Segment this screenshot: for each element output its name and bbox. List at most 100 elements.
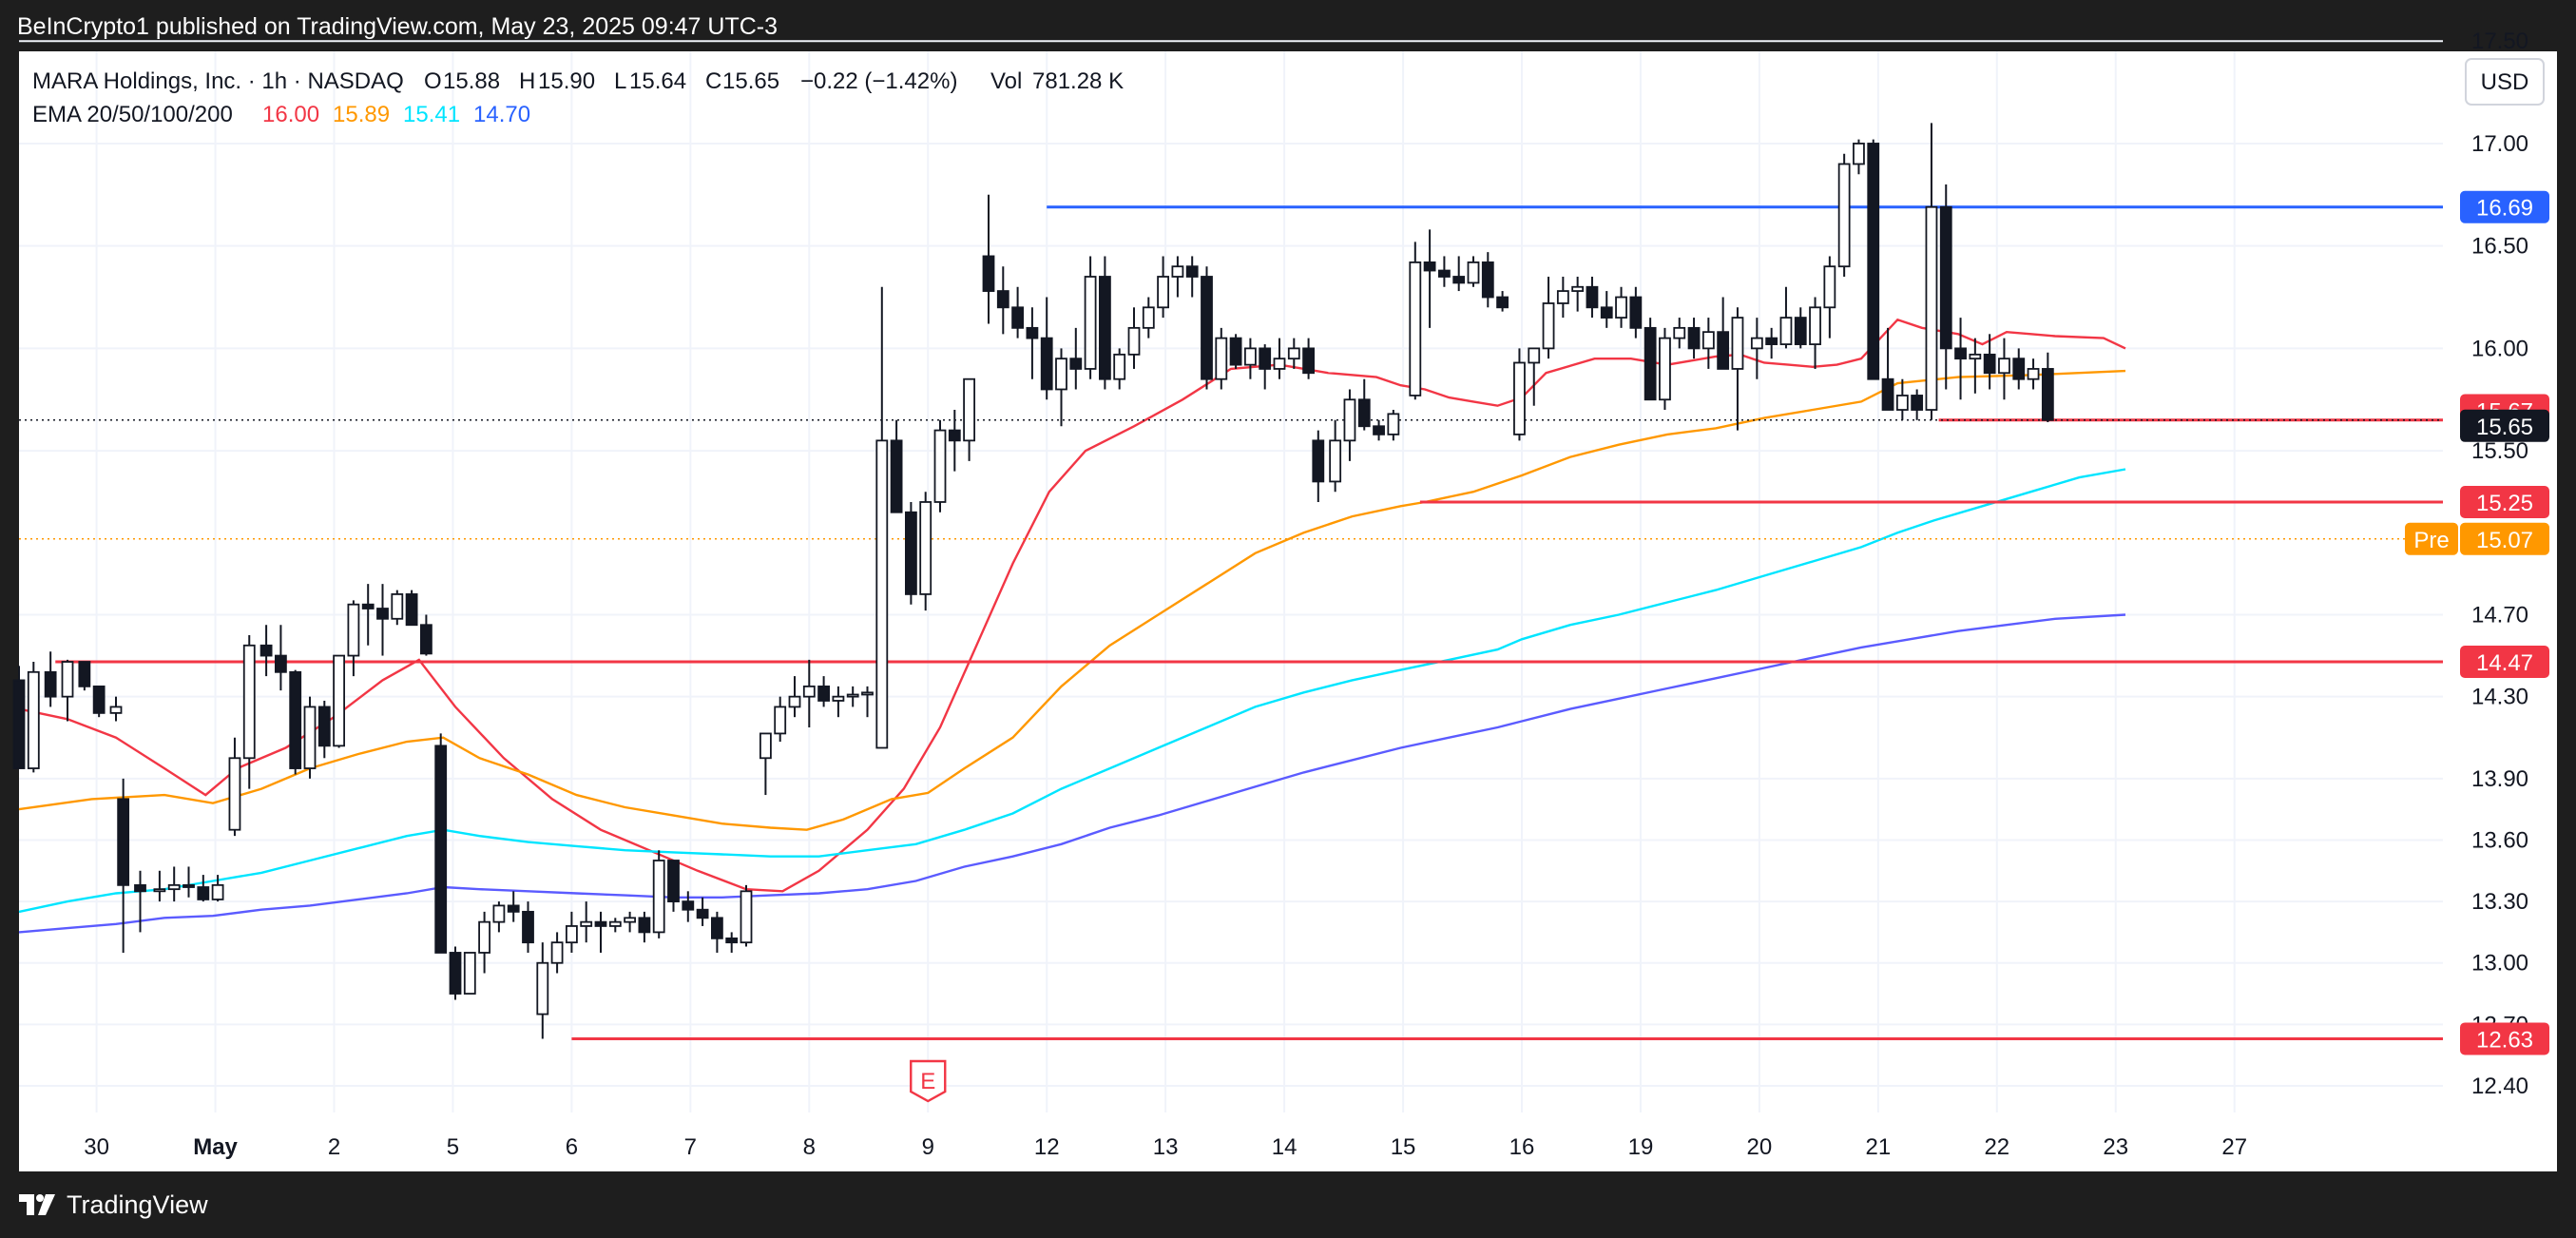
currency-label: USD bbox=[2481, 69, 2529, 95]
candle-body-down bbox=[183, 883, 195, 888]
candle bbox=[242, 635, 256, 789]
candle-body-down bbox=[667, 860, 680, 902]
candle-body-down bbox=[1496, 296, 1509, 309]
candle-body-down bbox=[274, 654, 287, 673]
candle bbox=[1853, 139, 1865, 175]
candle-body-up bbox=[1809, 306, 1821, 345]
support-resistance-lines bbox=[19, 205, 2443, 1040]
candle bbox=[1895, 378, 1909, 420]
ema-lines bbox=[18, 318, 2126, 934]
candle bbox=[2041, 352, 2054, 422]
candle-body-down bbox=[434, 745, 448, 954]
candle-body-up bbox=[1542, 302, 1555, 350]
currency-button[interactable]: USD bbox=[2465, 58, 2545, 106]
candle-body-up bbox=[1343, 398, 1356, 442]
candle bbox=[274, 625, 287, 691]
candle bbox=[419, 614, 433, 656]
candle bbox=[566, 911, 578, 953]
candle-body-up bbox=[1925, 205, 1938, 411]
candle-body-up bbox=[27, 670, 40, 769]
tradingview-logo-icon bbox=[19, 1194, 55, 1215]
candle-body-up bbox=[1895, 395, 1909, 411]
candle bbox=[608, 918, 622, 933]
candle-body-down bbox=[890, 439, 903, 513]
candle-body-up bbox=[1615, 296, 1627, 319]
candle bbox=[1244, 338, 1257, 379]
candle bbox=[2027, 358, 2040, 390]
premarket-price-tag-bg bbox=[2460, 522, 2549, 555]
price-axis-tick-label: 15.50 bbox=[2471, 438, 2528, 464]
candle bbox=[1794, 307, 1807, 349]
candle-body-up bbox=[492, 904, 506, 923]
tradingview-logo[interactable]: TradingView bbox=[19, 1187, 208, 1223]
legend-symbol: MARA Holdings, Inc. · 1h · NASDAQ bbox=[32, 68, 404, 94]
candle-body-up bbox=[2027, 368, 2040, 380]
candle-body-up bbox=[1273, 358, 1286, 370]
candle-body-down bbox=[1099, 276, 1111, 380]
candle-body-down bbox=[12, 679, 26, 769]
candle bbox=[376, 584, 389, 656]
candle bbox=[478, 911, 491, 974]
candle bbox=[1259, 344, 1272, 390]
tradingview-logo-text: TradingView bbox=[67, 1190, 208, 1219]
candle bbox=[802, 659, 816, 727]
level-tag-14-47-bg bbox=[2460, 646, 2549, 679]
candle-body-down bbox=[1373, 425, 1385, 435]
time-axis-tick-label: May bbox=[193, 1134, 238, 1160]
ema-50-line bbox=[18, 369, 2126, 831]
candle-body-down bbox=[1687, 326, 1701, 350]
legend-ohlc-value: 15.65 bbox=[722, 68, 779, 94]
candle-body-up bbox=[242, 644, 256, 760]
candle bbox=[1659, 327, 1671, 411]
candle-body-up bbox=[1113, 353, 1126, 380]
level-tag-15-25-bg bbox=[2460, 485, 2549, 518]
earnings-marker[interactable]: E bbox=[910, 1059, 947, 1103]
time-axis-tick-label: 23 bbox=[2103, 1134, 2128, 1160]
candle bbox=[1998, 338, 2010, 400]
candle bbox=[1357, 378, 1371, 431]
candle bbox=[1011, 286, 1024, 339]
candle-body-down bbox=[405, 593, 418, 627]
candle-body-down bbox=[905, 511, 917, 595]
candle-body-up bbox=[1969, 353, 1982, 360]
candle-body-down bbox=[1452, 276, 1466, 284]
candle bbox=[1273, 338, 1286, 379]
premarket-label-bg bbox=[2405, 522, 2458, 555]
candle-body-down bbox=[117, 798, 130, 886]
candle bbox=[817, 676, 830, 707]
level-tag-14-47: 14.47 bbox=[2460, 646, 2549, 679]
level-tag-12-63-bg bbox=[2460, 1022, 2549, 1055]
candle bbox=[550, 932, 564, 974]
candle bbox=[1185, 256, 1199, 298]
candle-body-down bbox=[696, 908, 709, 919]
candle-body-up bbox=[153, 888, 166, 893]
candle bbox=[153, 870, 166, 902]
event-markers[interactable]: E bbox=[910, 1059, 947, 1103]
legend-volume-label: Vol bbox=[990, 68, 1022, 94]
time-axis-tick-label: 22 bbox=[1984, 1134, 2009, 1160]
candle bbox=[1750, 318, 1763, 379]
candle-body-up bbox=[788, 695, 801, 708]
earnings-marker-label: E bbox=[920, 1069, 935, 1094]
candle-body-up bbox=[1513, 361, 1526, 435]
time-axis-tick-label: 19 bbox=[1628, 1134, 1654, 1160]
candle-body-up bbox=[933, 429, 947, 503]
candle-body-up bbox=[1528, 347, 1541, 364]
candle-body-down bbox=[522, 910, 534, 944]
level-tag-16-69-bg bbox=[2460, 190, 2549, 223]
candle bbox=[1629, 286, 1643, 339]
candle bbox=[228, 737, 241, 837]
candle bbox=[117, 778, 130, 953]
time-axis[interactable]: 30 May 2 5 6 7 8 9 12 13 14 15 16 19 20 21 22 23 27 bbox=[84, 1134, 2247, 1160]
premarket-label-text: Pre bbox=[2413, 528, 2449, 553]
candle bbox=[652, 850, 665, 938]
candle bbox=[289, 669, 302, 775]
candle bbox=[44, 651, 57, 707]
candle bbox=[109, 696, 123, 722]
candle-body-up bbox=[211, 883, 224, 900]
candle-body-up bbox=[463, 952, 476, 995]
candle-body-up bbox=[1171, 265, 1184, 278]
candle-body-down bbox=[1423, 261, 1436, 272]
candle-body-down bbox=[197, 886, 210, 900]
